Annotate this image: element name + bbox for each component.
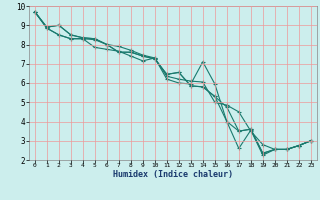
X-axis label: Humidex (Indice chaleur): Humidex (Indice chaleur) [113,170,233,179]
